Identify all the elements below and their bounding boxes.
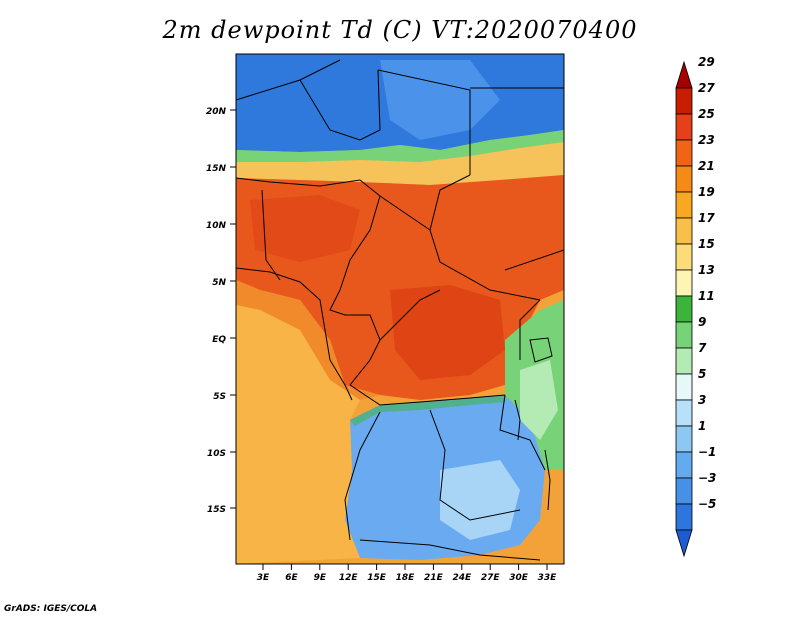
colorbar-swatch	[675, 477, 693, 505]
colorbar-label: 1	[698, 419, 706, 433]
colorbar-swatch	[675, 269, 693, 297]
colorbar-swatch	[675, 217, 693, 245]
colorbar-swatch	[675, 113, 693, 141]
field-transition	[236, 130, 564, 162]
colorbar-label: 27	[698, 81, 715, 95]
lat-label: 5S	[213, 392, 226, 402]
colorbar-swatch	[675, 373, 693, 401]
lake-malawi	[544, 449, 551, 511]
colorbar-swatch	[675, 399, 693, 427]
colorbar-label: −5	[698, 497, 716, 511]
lat-label: EQ	[212, 335, 226, 345]
lon-label: 18E	[396, 573, 416, 583]
field-south-transition	[350, 395, 505, 426]
lon-label: 27E	[481, 573, 501, 583]
field-gulf	[236, 280, 380, 400]
colorbar-swatch	[675, 529, 693, 558]
colorbar-label: −1	[698, 445, 716, 459]
lon-label: 30E	[509, 573, 529, 583]
field-central-dark	[390, 285, 505, 380]
lat-label: 15S	[207, 505, 226, 515]
lake-tanganyika	[514, 399, 521, 441]
colorbar-label: 23	[698, 133, 715, 147]
colorbar-label: −3	[698, 471, 716, 485]
colorbar-label: 21	[698, 159, 715, 173]
lat-label: 10N	[206, 221, 227, 231]
field-lake-region	[520, 360, 558, 440]
colorbar-label: 29	[698, 55, 715, 69]
lat-label: 20N	[206, 107, 227, 117]
map-frame	[235, 53, 565, 565]
lat-label: 15N	[206, 164, 227, 174]
lon-label: 6E	[285, 573, 298, 583]
colorbar-label: 11	[698, 289, 715, 303]
lake-victoria	[529, 337, 553, 363]
colorbar-swatch	[675, 139, 693, 167]
colorbar-label: 17	[698, 211, 715, 225]
colorbar: 29 27 25 23 21 19 17 15 13 11 9 7 5 3 1 −1 −3 −5	[675, 55, 716, 558]
colorbar-swatch	[675, 243, 693, 271]
colorbar-swatch	[675, 295, 693, 323]
latitude-axis: 20N 15N 10N 5N EQ 5S 10S 15S	[206, 107, 236, 515]
colorbar-swatch	[675, 503, 693, 531]
lon-label: 9E	[314, 573, 327, 583]
colorbar-label: 19	[698, 185, 715, 199]
field-sahel	[236, 142, 564, 185]
credit-text: GrADS: IGES/COLA	[4, 604, 98, 614]
colorbar-label: 7	[698, 341, 707, 355]
lon-label: 21E	[424, 573, 444, 583]
colorbar-label: 13	[698, 263, 715, 277]
colorbar-label: 9	[698, 315, 706, 329]
colorbar-swatch	[675, 60, 693, 89]
country-borders	[236, 59, 564, 561]
lon-label: 12E	[339, 573, 359, 583]
colorbar-label: 5	[698, 367, 706, 381]
colorbar-swatch	[675, 451, 693, 479]
lat-label: 10S	[207, 449, 226, 459]
lon-label: 15E	[367, 573, 387, 583]
colorbar-label: 25	[698, 107, 715, 121]
colorbar-label: 3	[698, 393, 706, 407]
coastline	[236, 267, 353, 401]
field-ocean	[236, 305, 360, 564]
field-west-dark	[250, 195, 360, 262]
lon-label: 33E	[538, 573, 558, 583]
field-south-light	[440, 460, 520, 540]
colorbar-swatch	[675, 165, 693, 193]
longitude-axis: 3E 6E 9E 12E 15E 18E 21E 24E 27E 30E 33E	[257, 564, 557, 583]
lon-label: 24E	[452, 573, 472, 583]
colorbar-swatch	[675, 191, 693, 219]
lat-label: 5N	[212, 278, 226, 288]
colorbar-swatch	[675, 321, 693, 349]
map-title: 2m dewpoint Td (C) VT:2020070400	[162, 16, 638, 44]
colorbar-swatch	[675, 87, 693, 115]
colorbar-swatch	[675, 425, 693, 453]
lon-label: 3E	[257, 573, 270, 583]
field-layer	[236, 54, 564, 564]
colorbar-label: 15	[698, 237, 715, 251]
colorbar-swatch	[675, 347, 693, 375]
